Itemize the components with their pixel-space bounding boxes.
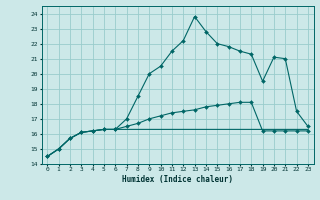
X-axis label: Humidex (Indice chaleur): Humidex (Indice chaleur) — [122, 175, 233, 184]
